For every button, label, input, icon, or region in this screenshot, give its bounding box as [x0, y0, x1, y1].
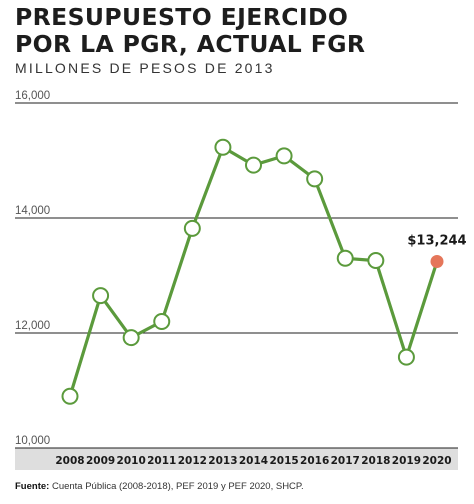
chart-subtitle: MILLONES DE PESOS DE 2013 [15, 60, 275, 76]
data-point [245, 156, 262, 174]
data-point [306, 170, 324, 188]
data-point [61, 387, 79, 405]
x-axis-ticks: 2008 2009 2010 2011 2012 2013 2014 2015 2016 2017… [55, 455, 451, 467]
chart-title-line-1: PRESUPUESTO EJERCIDO [15, 3, 349, 31]
x-tick-label: 2009 [86, 455, 115, 467]
x-tick-label: 2020 [422, 455, 451, 467]
x-tick-label: 2015 [269, 455, 298, 467]
source-label: Fuente: [15, 481, 50, 492]
data-point [336, 249, 354, 267]
chart-title: PRESUPUESTO EJERCIDO POR LA PGR, ACTUAL … [15, 4, 365, 58]
y-tick-label: 16,000 [15, 90, 50, 102]
data-point [214, 138, 232, 156]
series-layer: $13,244 [61, 138, 467, 405]
y-tick-label: 10,000 [15, 435, 50, 447]
data-point [275, 147, 293, 165]
highlight-point [430, 254, 444, 268]
data-point [367, 252, 385, 270]
chart-title-line-2: POR LA PGR, ACTUAL FGR [15, 30, 366, 58]
y-axis-ticks: 10,000 12,000 14,000 16,000 [15, 90, 50, 447]
x-tick-label: 2018 [361, 455, 390, 467]
x-tick-label: 2008 [55, 455, 84, 467]
data-point [183, 219, 201, 237]
x-tick-label: 2019 [392, 455, 421, 467]
x-axis-band [15, 448, 458, 470]
y-tick-label: 12,000 [15, 320, 50, 332]
x-tick-label: 2010 [117, 455, 146, 467]
highlight-value-label: $13,244 [407, 233, 466, 248]
series-line [68, 145, 439, 398]
data-point [92, 287, 110, 305]
x-tick-label: 2017 [331, 455, 360, 467]
x-tick-label: 2013 [208, 455, 237, 467]
source-footer: Fuente: Cuenta Pública (2008-2018), PEF … [15, 481, 304, 492]
x-tick-label: 2012 [178, 455, 207, 467]
data-point [397, 348, 415, 366]
x-tick-label: 2016 [300, 455, 329, 467]
y-tick-label: 14,000 [15, 205, 50, 217]
x-tick-label: 2014 [239, 455, 268, 467]
x-tick-label: 2011 [147, 455, 176, 467]
grid-layer [15, 102, 458, 470]
source-text: Cuenta Pública (2008-2018), PEF 2019 y P… [49, 481, 304, 492]
data-point [153, 313, 171, 330]
data-point [122, 329, 140, 347]
